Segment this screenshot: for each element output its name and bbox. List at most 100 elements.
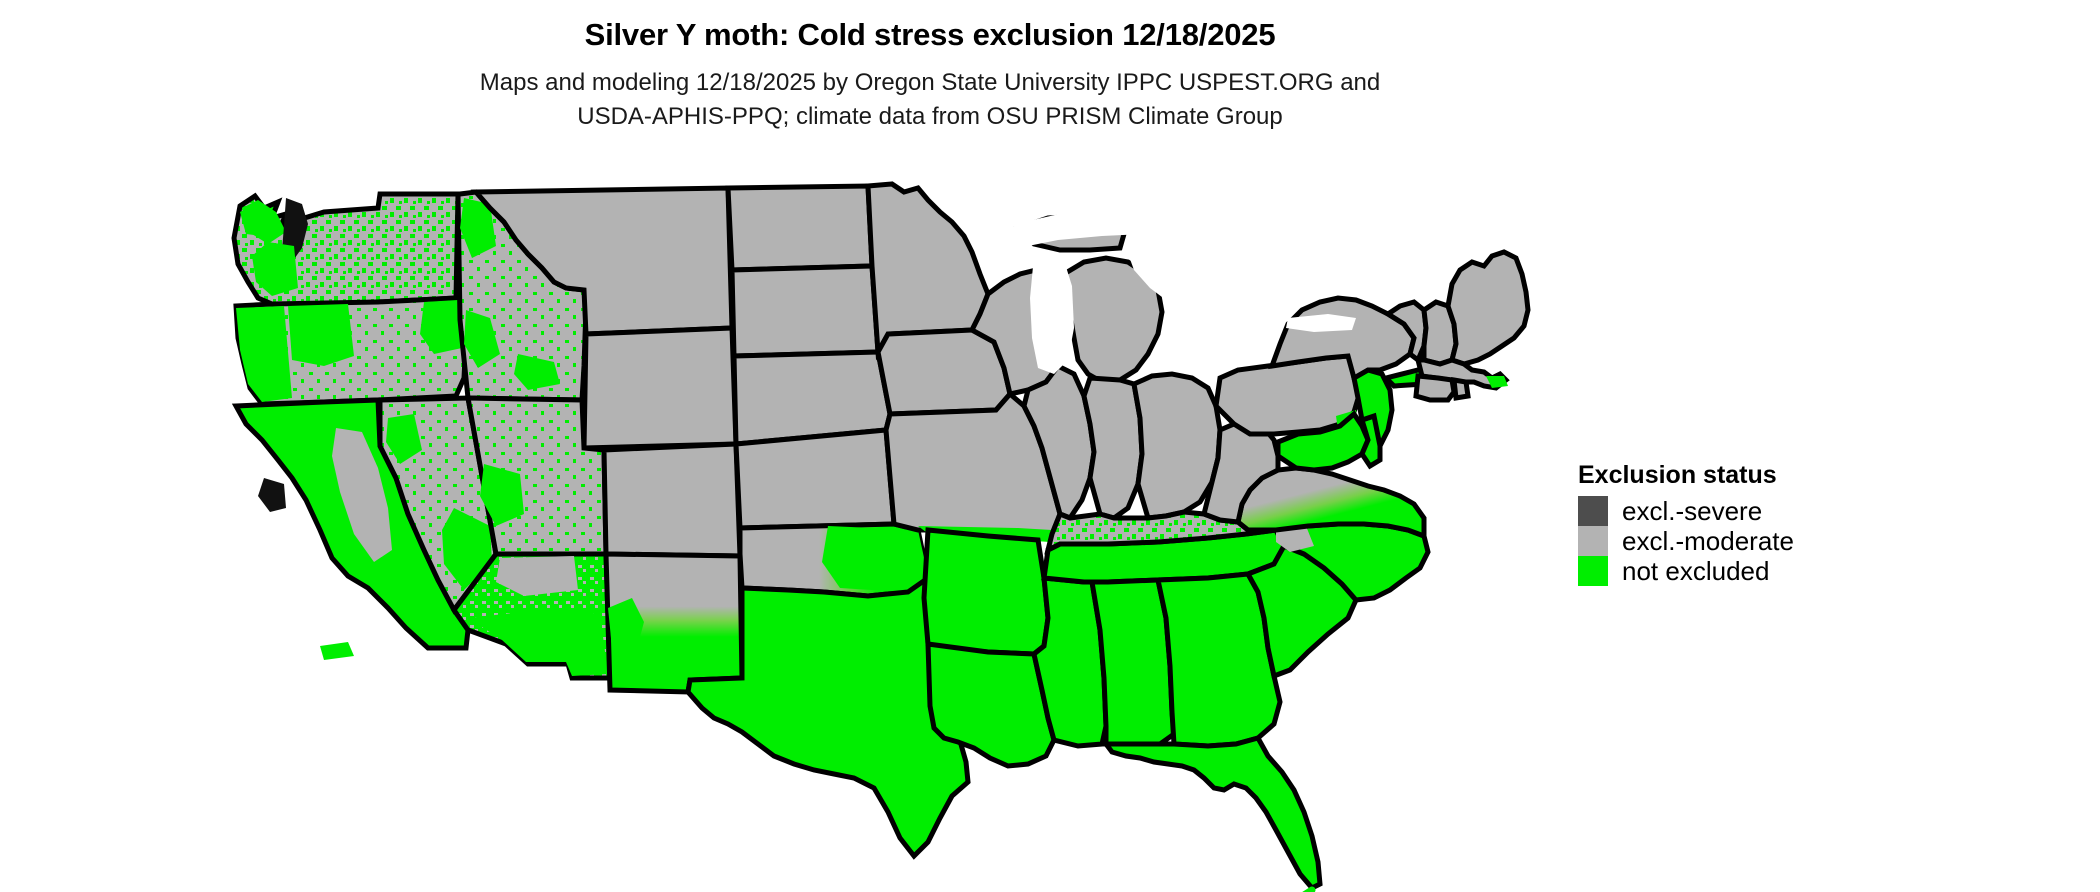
state-new-jersey <box>1351 367 1395 454</box>
ca-sierra-gray <box>332 428 392 562</box>
lake-superior <box>988 210 1148 248</box>
subtitle-line-2: USDA-APHIS-PPQ; climate data from OSU PR… <box>577 103 1283 131</box>
nm-fill <box>606 554 742 692</box>
state-maine <box>1445 249 1531 367</box>
legend-swatch-excl-severe <box>1578 495 1608 526</box>
me-fill <box>1448 252 1528 364</box>
state-wyoming <box>581 325 739 451</box>
legend-item-excl-moderate[interactable]: excl.-moderate <box>1578 525 1938 556</box>
state-connecticut <box>1413 373 1457 403</box>
in-fill <box>1084 378 1142 518</box>
id-snake-green <box>464 310 500 368</box>
legend-item-not-excluded[interactable]: not excluded <box>1578 555 1938 586</box>
ne-fill <box>734 352 890 444</box>
az-south-green <box>468 608 608 676</box>
legend-swatch-not-excluded <box>1578 555 1608 586</box>
state-nevada <box>377 395 499 615</box>
page-title: Silver Y moth: Cold stress exclusion 12/… <box>584 17 1276 52</box>
fl-border <box>1101 735 1323 892</box>
ia-fill <box>878 330 1010 414</box>
state-pennsylvania <box>1213 353 1363 437</box>
wa-coast-green <box>240 204 266 236</box>
mi-lp-border <box>1061 255 1165 385</box>
az-plateau-gray <box>496 556 578 596</box>
vt-fill <box>1388 302 1426 360</box>
nh-fill <box>1424 302 1456 364</box>
legend-title: Exclusion status <box>1578 461 1777 489</box>
pa-fill <box>1216 356 1360 434</box>
lake-erie <box>1164 338 1252 368</box>
legend-label-excl-moderate: excl.-moderate <box>1622 525 1794 556</box>
la-fill <box>928 644 1054 766</box>
wa-border <box>231 191 461 309</box>
legend-item-excl-severe[interactable]: excl.-severe <box>1578 495 1938 526</box>
ms-fill <box>1034 578 1106 746</box>
state-rhode-island <box>1451 376 1471 401</box>
state-colorado <box>601 441 743 559</box>
wv-fill <box>1204 422 1278 522</box>
id-panhandle-green <box>460 198 496 258</box>
id-se-green <box>514 354 560 390</box>
tx-border <box>685 573 971 860</box>
state-new-mexico <box>603 551 745 695</box>
state-arizona <box>450 551 613 681</box>
title-block: Silver Y moth: Cold stress exclusion 12/… <box>0 17 1860 134</box>
mo-fill <box>886 394 1060 540</box>
fl-fill <box>1106 738 1320 888</box>
or-willamette-green <box>288 304 354 366</box>
md-fill <box>1278 414 1368 470</box>
great-lakes <box>988 210 1356 374</box>
legend-label-excl-severe: excl.-severe <box>1622 495 1763 526</box>
lake-huron <box>1126 246 1180 300</box>
nj-border <box>1351 367 1395 454</box>
lake-michigan <box>1030 254 1074 374</box>
sc-fill <box>1248 546 1356 676</box>
ct-fill <box>1416 376 1454 400</box>
state-washington <box>231 191 461 309</box>
state-oregon <box>233 295 469 407</box>
nc-appalachian-gray <box>1276 526 1314 552</box>
ri-border <box>1451 376 1471 401</box>
ma-cape-cod-green <box>1486 376 1508 388</box>
or-east-green <box>420 300 462 354</box>
il-fill <box>1024 366 1094 518</box>
mi-lp-fill <box>1064 258 1162 382</box>
state-texas <box>685 573 971 860</box>
us-choropleth-map <box>228 178 1568 892</box>
legend-label-not-excluded: not excluded <box>1622 555 1770 586</box>
sd-fill <box>732 266 878 356</box>
nv-south-green <box>442 508 492 590</box>
nc-fill <box>1276 524 1428 600</box>
map-legend: Exclusion status excl.-severe excl.-mode… <box>1578 461 1938 586</box>
ar-fill <box>924 530 1048 654</box>
il-border <box>1021 362 1097 522</box>
state-illinois <box>1021 362 1097 522</box>
state-oklahoma <box>737 521 931 599</box>
va-fill <box>1238 468 1424 536</box>
ca-channel-green <box>320 642 354 660</box>
nm-west-green <box>608 598 644 652</box>
state-north-dakota <box>725 183 875 273</box>
oh-fill <box>1134 374 1220 518</box>
nv-nw-green <box>386 414 422 464</box>
or-coast-green <box>236 306 292 402</box>
state-minnesota <box>865 181 991 361</box>
legend-swatch-excl-moderate <box>1578 525 1608 556</box>
subtitle-line-1: Maps and modeling 12/18/2025 by Oregon S… <box>479 69 1381 97</box>
state-arkansas <box>921 527 1051 657</box>
nd-fill <box>728 186 872 270</box>
nj-fill <box>1354 370 1392 446</box>
co-fill <box>604 444 740 556</box>
mt-fill <box>476 188 732 334</box>
ca-sf-bay <box>258 478 286 512</box>
state-california <box>231 397 471 660</box>
state-kansas <box>733 427 897 531</box>
mn-fill <box>868 184 988 352</box>
wa-sw-green <box>252 242 298 296</box>
ma-fill <box>1418 360 1506 388</box>
legend-rows: excl.-severe excl.-moderate not excluded <box>1578 495 1938 586</box>
ut-sw-green <box>480 464 524 526</box>
tx-fill <box>688 578 968 856</box>
tn-fill <box>1044 530 1284 582</box>
